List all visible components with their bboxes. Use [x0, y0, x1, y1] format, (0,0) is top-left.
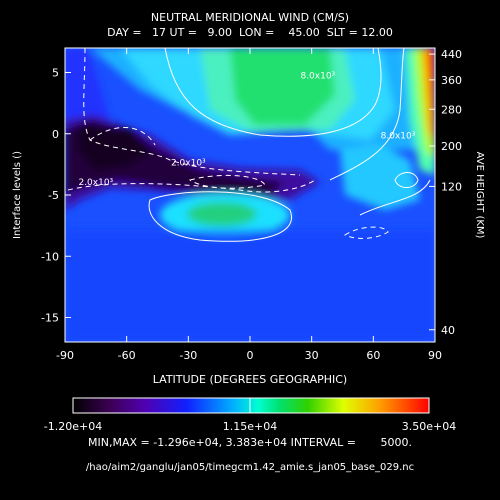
contour-label: 2.0x10³ [78, 178, 113, 188]
right-tick-label: 280 [441, 103, 462, 116]
x-tick-label: 60 [366, 349, 380, 362]
contour-label: 8.0x10³ [381, 132, 416, 142]
x-tick-label: -60 [118, 349, 136, 362]
heatmap-field [65, 48, 435, 342]
colorbar-max-label: 3.50e+04 [402, 420, 456, 433]
y-tick-label: 5 [52, 67, 59, 80]
x-axis: -90 -60 -30 0 30 60 90 [56, 48, 442, 362]
colorbar-mid-label: 1.15e+04 [223, 420, 277, 433]
contour-labels: 2.0x10³ 2.0x10³ 8.0x10³ 8.0x10³ [78, 72, 415, 189]
right-tick-label: 360 [441, 74, 462, 87]
chart-title: NEUTRAL MERIDIONAL WIND (CM/S) [151, 11, 349, 24]
y-tick-label: -10 [41, 250, 59, 263]
x-tick-label: 0 [247, 349, 254, 362]
right-tick-label: 200 [441, 140, 462, 153]
right-tick-label: 120 [441, 180, 462, 193]
stats-line: MIN,MAX = -1.296e+04, 3.383e+04 INTERVAL… [88, 436, 412, 449]
x-axis-label: LATITUDE (DEGREES GEOGRAPHIC) [153, 373, 347, 386]
y-axis-label: Interface levels () [12, 151, 23, 239]
y-tick-label: -5 [48, 189, 59, 202]
right-tick-label: 440 [441, 48, 462, 61]
y-tick-label: 0 [52, 128, 59, 141]
y-axis: 5 0 -5 -10 -15 [41, 67, 71, 325]
contour-label: 8.0x10³ [300, 72, 335, 82]
x-tick-label: 30 [305, 349, 319, 362]
file-path: /hao/aim2/ganglu/jan05/timegcm1.42_amie.… [86, 462, 414, 473]
right-tick-label: 40 [441, 324, 455, 337]
right-axis: 440 360 280 200 120 40 [429, 48, 462, 337]
x-tick-label: -30 [179, 349, 197, 362]
x-tick-label: 90 [428, 349, 442, 362]
colorbar [72, 397, 430, 414]
y-tick-label: -15 [41, 312, 59, 325]
chart-subtitle: DAY = 17 UT = 9.00 LON = 45.00 SLT = 12.… [107, 26, 393, 39]
right-axis-label: AVE HEIGHT (KM) [474, 152, 485, 239]
x-tick-label: -90 [56, 349, 74, 362]
contour-label: 2.0x10³ [171, 159, 206, 169]
colorbar-min-label: -1.20e+04 [44, 420, 102, 433]
